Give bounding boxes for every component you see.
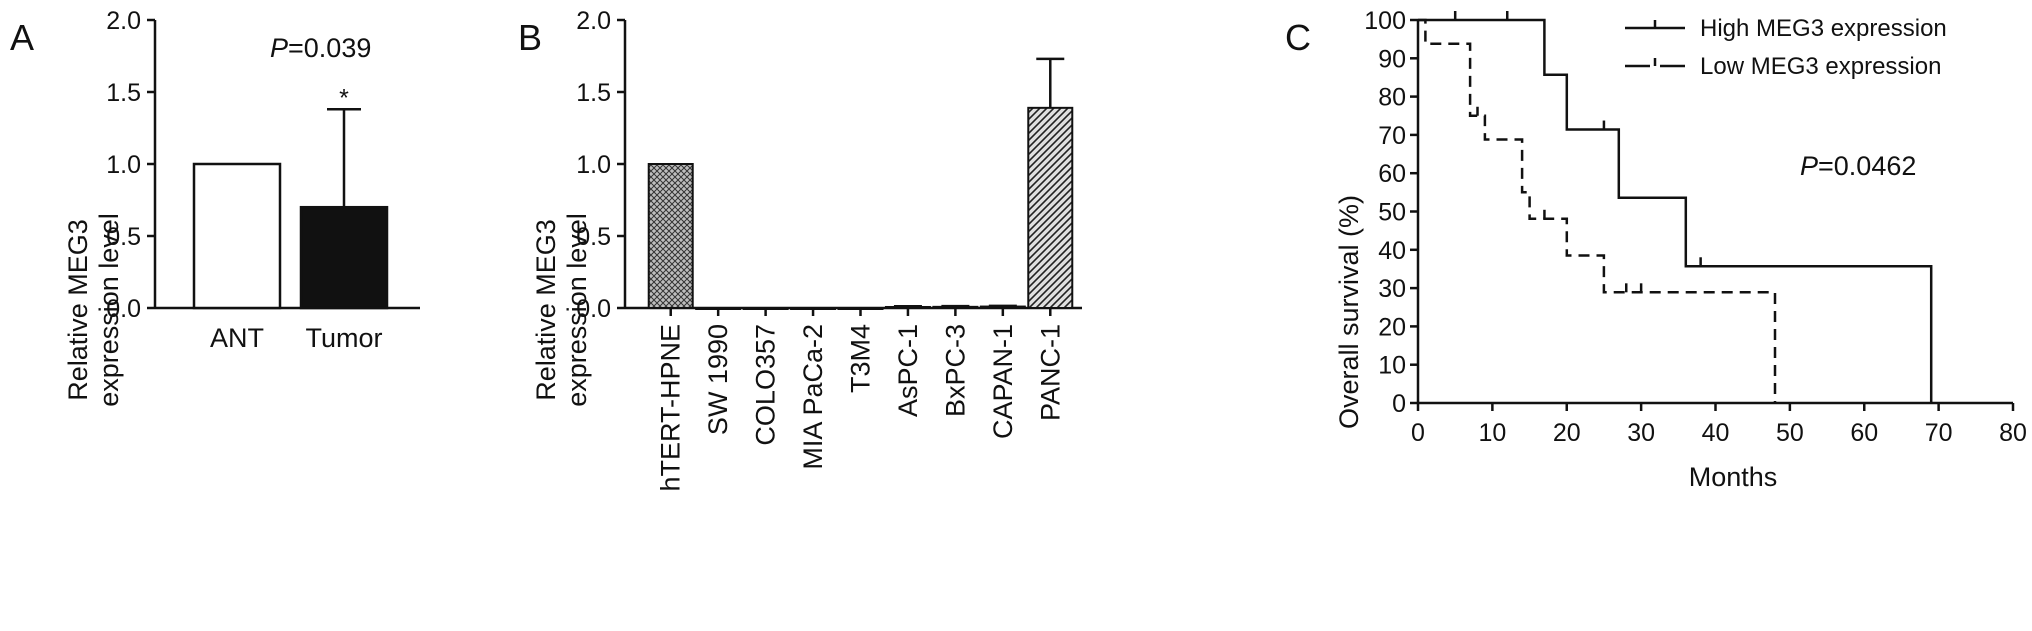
panel-a-ytick-label: 2.0 — [106, 7, 141, 35]
panel-c-ytick-label: 90 — [1378, 45, 1406, 73]
panel-a-ytick-label: 0.0 — [106, 295, 141, 323]
panel-c-ytick-label: 60 — [1378, 160, 1406, 188]
panel-a-bar — [299, 205, 389, 310]
panel-c-chart: 0 10 20 30 40 50 60 70 80 90 100 0 10 20 30 40 50 60 70 80 — [1364, 7, 2027, 447]
panel-b-bar — [1027, 106, 1074, 309]
panel-c-xtick-label: 70 — [1925, 419, 1953, 447]
panel-b-ytick-label: 1.5 — [576, 79, 611, 107]
panel-c-ylabel: Overall survival (%) — [1334, 195, 1364, 429]
panel-c-xlabel: Months — [1689, 462, 1778, 492]
panel-c-legend: High MEG3 expression Low MEG3 expression — [1625, 15, 1947, 80]
panel-label-b: B — [518, 17, 542, 58]
panel-a-ylabel-line2: expression level — [94, 213, 124, 407]
panel-a-xtick-label: Tumor — [305, 323, 382, 353]
panel-c-ytick-label: 30 — [1378, 275, 1406, 303]
panel-c-p-number: =0.0462 — [1818, 151, 1916, 181]
panel-c-ytick-label: 50 — [1378, 199, 1406, 227]
legend-low-label: Low MEG3 expression — [1700, 53, 1941, 80]
panel-c-xtick-label: 60 — [1850, 419, 1878, 447]
panel-b-ytick-label: 2.0 — [576, 7, 611, 35]
panel-b-ytick-label: 0.0 — [576, 295, 611, 323]
panel-a-ytick-label: 0.5 — [106, 223, 141, 251]
panel-a-p-number: =0.039 — [288, 33, 371, 63]
panel-a-ytick-label: 1.5 — [106, 79, 141, 107]
panel-c-xtick-label: 20 — [1553, 419, 1581, 447]
panel-c-xtick-label: 80 — [1999, 419, 2027, 447]
panel-a-xtick-label: ANT — [210, 323, 264, 353]
panel-b-xtick-label: PANC-1 — [1035, 324, 1065, 421]
panel-c-xtick-label: 30 — [1627, 419, 1655, 447]
panel-c-p-value: P=0.0462 — [1800, 151, 1916, 181]
panel-a-significance: * — [339, 84, 349, 112]
panel-c-xtick-label: 50 — [1776, 419, 1804, 447]
panel-b-xtick-label: hTERT-HPNE — [656, 324, 686, 492]
panel-b-ytick-label: 1.0 — [576, 151, 611, 179]
survival-curve-low — [1418, 18, 1777, 403]
panel-c-xtick-label: 40 — [1702, 419, 1730, 447]
panel-b-ylabel-line1: Relative MEG3 — [531, 219, 561, 401]
panel-a-p-label: P — [270, 33, 288, 63]
panel-a-ylabel-line1: Relative MEG3 — [63, 219, 93, 401]
panel-c-xtick-label: 0 — [1411, 419, 1425, 447]
panel-b-xtick-label: COLO357 — [751, 324, 781, 446]
panel-b-xtick-label: SW 1990 — [703, 324, 733, 435]
panel-b-ylabel-line2: expression level — [562, 213, 592, 407]
panel-c-ytick-label: 40 — [1378, 237, 1406, 265]
panel-c-p-label: P — [1800, 151, 1818, 181]
panel-b-bar — [647, 163, 694, 309]
panel-b-chart: 0.0 0.5 1.0 1.5 2.0 hTERT-HPNE SW 1990 COLO357 M… — [576, 7, 1082, 492]
survival-curve-high — [1418, 18, 1933, 403]
panel-c-ytick-label: 70 — [1378, 122, 1406, 150]
panel-b-xtick-label: AsPC-1 — [893, 324, 923, 417]
panel-label-c: C — [1285, 17, 1311, 58]
panel-a-p-value: P=0.039 — [270, 33, 371, 63]
panel-c-xtick-label: 10 — [1478, 419, 1506, 447]
panel-a-bar — [192, 162, 282, 310]
panel-b-xtick-label: BxPC-3 — [940, 324, 970, 417]
panel-c-ytick-label: 0 — [1392, 390, 1406, 418]
legend-high-label: High MEG3 expression — [1700, 15, 1947, 42]
panel-b-xtick-label: MIA PaCa-2 — [798, 324, 828, 470]
panel-c-ytick-label: 10 — [1378, 352, 1406, 380]
panel-label-a: A — [10, 17, 34, 58]
panel-b-ytick-label: 0.5 — [576, 223, 611, 251]
panel-c-ytick-label: 100 — [1364, 7, 1406, 35]
panel-a-ytick-label: 1.0 — [106, 151, 141, 179]
panel-b-xtick-label: T3M4 — [846, 324, 876, 393]
panel-c-ytick-label: 80 — [1378, 84, 1406, 112]
panel-b-xtick-label: CAPAN-1 — [988, 324, 1018, 439]
panel-c-ytick-label: 20 — [1378, 313, 1406, 341]
panel-a-chart: 0.0 0.5 1.0 1.5 2.0 ANT * Tumor — [106, 7, 420, 353]
